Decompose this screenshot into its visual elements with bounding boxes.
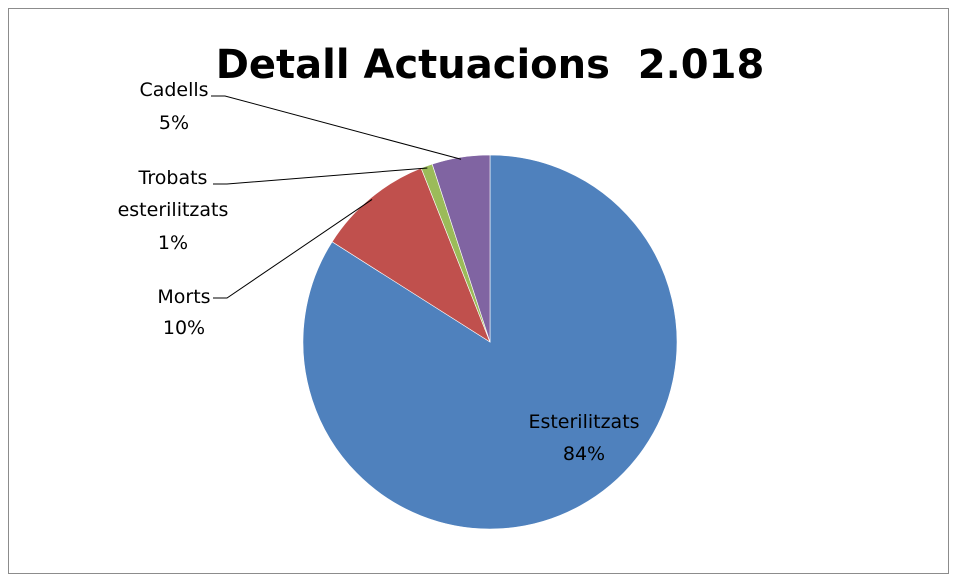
leader-line-trobats-esterilitzats xyxy=(213,167,428,185)
leader-lines xyxy=(211,95,462,299)
data-label-esterilitzats: Esterilitzats xyxy=(528,411,639,433)
data-label-cadells: Cadells xyxy=(139,79,208,101)
leader-line-morts xyxy=(213,199,373,299)
data-label-morts: Morts xyxy=(157,286,210,308)
data-label-trobats-line1: Trobats xyxy=(138,167,208,189)
data-label-esterilitzats-percent: 84% xyxy=(563,443,605,465)
pie-slice-morts xyxy=(331,167,491,343)
data-label-morts-percent: 10% xyxy=(163,317,205,339)
data-label-cadells-percent: 5% xyxy=(159,112,189,134)
pie-slice-cadells xyxy=(431,154,491,343)
data-label-trobats-percent: 1% xyxy=(158,232,188,254)
pie-slices xyxy=(302,154,678,530)
leader-line-cadells xyxy=(211,95,462,160)
chart-title: Detall Actuacions 2.018 xyxy=(216,42,765,88)
data-label-trobats-line2: esterilitzats xyxy=(118,199,229,221)
